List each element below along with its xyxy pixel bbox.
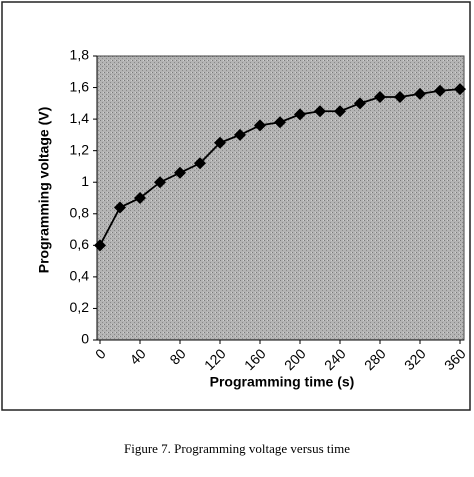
data-point — [154, 176, 166, 189]
y-tick-label: 0,4 — [70, 268, 90, 284]
caption: Figure 7. Programming voltage versus tim… — [124, 441, 350, 456]
x-tick-label: 200 — [281, 345, 309, 373]
x-tick-label: 320 — [401, 345, 429, 373]
data-point — [214, 136, 226, 149]
data-point — [454, 83, 466, 96]
y-tick-label: 1,2 — [70, 141, 90, 157]
data-point — [114, 201, 126, 214]
y-tick-label: 0 — [81, 331, 89, 347]
data-point — [314, 105, 326, 118]
x-tick-label: 80 — [166, 345, 188, 367]
y-tick-label: 1,8 — [70, 47, 90, 63]
data-point — [414, 87, 426, 100]
data-point — [294, 108, 306, 121]
data-point — [234, 128, 246, 141]
plot-area — [96, 55, 465, 341]
data-point — [274, 116, 286, 129]
y-tick-label: 1 — [81, 173, 89, 189]
data-point — [394, 91, 406, 104]
data-point — [434, 84, 446, 97]
x-tick-label: 0 — [92, 345, 109, 362]
y-tick-label: 1,6 — [70, 78, 90, 94]
data-point — [134, 192, 146, 204]
data-point — [194, 157, 206, 170]
y-tick-label: 0,8 — [70, 204, 90, 220]
y-tick-label: 0,6 — [70, 236, 90, 252]
data-point — [354, 97, 366, 110]
chart-border — [1, 1, 471, 411]
x-tick-label: 120 — [201, 345, 229, 373]
x-tick-label: 40 — [126, 345, 148, 367]
data-point — [334, 105, 346, 118]
y-tick-label: 0,2 — [70, 299, 90, 315]
data-point — [254, 119, 266, 132]
data-point — [174, 166, 186, 179]
data-point — [94, 239, 106, 252]
x-axis-label: Programming time (s) — [210, 374, 355, 390]
y-tick-label: 1,4 — [70, 110, 90, 126]
x-tick-label: 280 — [361, 345, 389, 373]
x-tick-label: 360 — [441, 345, 469, 373]
x-tick-label: 240 — [321, 345, 349, 373]
y-axis-label: Programming voltage (V) — [36, 107, 52, 273]
data-point — [374, 91, 386, 104]
x-tick-label: 160 — [241, 345, 269, 373]
